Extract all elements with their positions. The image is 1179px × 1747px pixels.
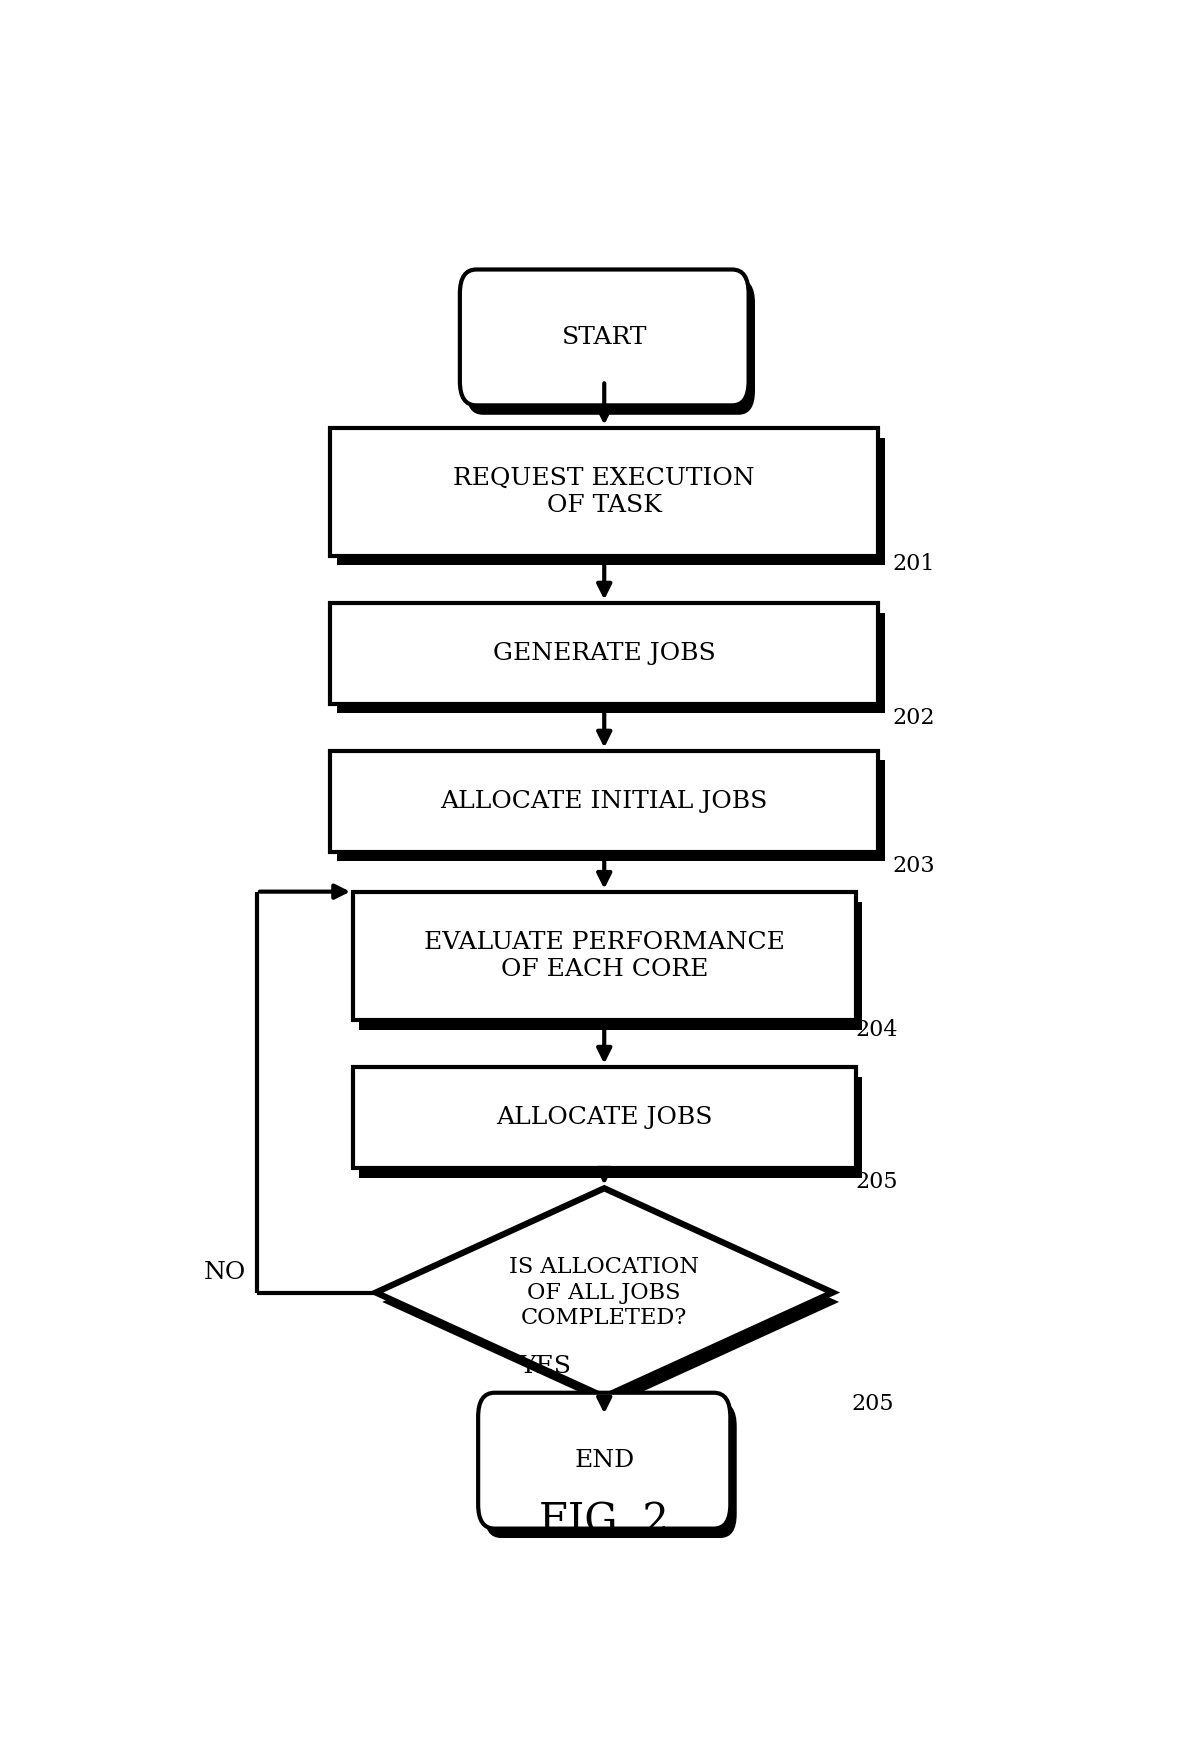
Text: 205: 205 xyxy=(856,1172,898,1193)
Bar xyxy=(336,760,884,861)
Text: 205: 205 xyxy=(851,1394,894,1415)
Bar xyxy=(336,613,884,713)
Text: EVALUATE PERFORMANCE
OF EACH CORE: EVALUATE PERFORMANCE OF EACH CORE xyxy=(423,931,785,982)
Text: 204: 204 xyxy=(856,1020,898,1041)
Text: NO: NO xyxy=(204,1261,246,1284)
Bar xyxy=(330,428,878,556)
Polygon shape xyxy=(376,1188,832,1398)
Text: FIG. 2: FIG. 2 xyxy=(539,1501,670,1543)
Bar xyxy=(360,901,862,1029)
FancyBboxPatch shape xyxy=(466,280,755,414)
FancyBboxPatch shape xyxy=(460,269,749,405)
Text: YES: YES xyxy=(519,1356,571,1378)
Text: ALLOCATE JOBS: ALLOCATE JOBS xyxy=(496,1106,712,1129)
Text: START: START xyxy=(561,327,647,349)
Text: GENERATE JOBS: GENERATE JOBS xyxy=(493,643,716,666)
Text: END: END xyxy=(574,1450,634,1473)
Text: REQUEST EXECUTION
OF TASK: REQUEST EXECUTION OF TASK xyxy=(454,468,755,517)
Text: ALLOCATE INITIAL JOBS: ALLOCATE INITIAL JOBS xyxy=(441,790,768,812)
Text: 201: 201 xyxy=(893,552,935,575)
Text: IS ALLOCATION
OF ALL JOBS
COMPLETED?: IS ALLOCATION OF ALL JOBS COMPLETED? xyxy=(509,1256,699,1329)
Bar xyxy=(353,893,856,1020)
Text: 202: 202 xyxy=(893,708,935,728)
Bar xyxy=(330,603,878,704)
Polygon shape xyxy=(382,1198,839,1406)
FancyBboxPatch shape xyxy=(479,1392,730,1529)
Text: 203: 203 xyxy=(893,856,935,877)
Bar xyxy=(360,1076,862,1177)
Bar xyxy=(330,751,878,853)
Bar xyxy=(336,438,884,566)
FancyBboxPatch shape xyxy=(485,1403,737,1537)
Bar xyxy=(353,1067,856,1169)
